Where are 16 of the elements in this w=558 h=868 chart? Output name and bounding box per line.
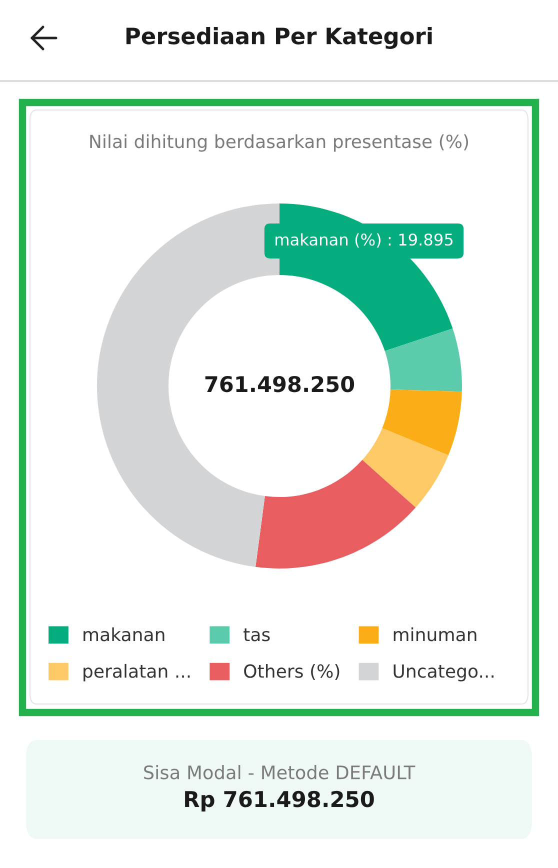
text: Rp 761.498.250 <box>185 790 374 812</box>
legend-label: peralatan ... <box>84 664 190 682</box>
legend-label: Uncatego... <box>394 664 494 682</box>
donut-slice <box>382 389 462 456</box>
legend-label: minuman <box>394 627 476 642</box>
donut-slice <box>256 460 416 568</box>
legend-label: Others (%) <box>244 664 340 680</box>
text: Sisa Modal - Metode DEFAULT <box>144 765 416 780</box>
chart-subtitle: Nilai dihitung berdasarkan presentase (%) <box>90 134 468 152</box>
text: 761.498.250 <box>205 376 354 392</box>
donut-slice <box>384 328 462 392</box>
text: makanan (%) : 19.895 <box>276 233 453 248</box>
legend-label: makanan <box>84 627 164 642</box>
chart-title: Persediaan Per Kategori <box>126 27 432 49</box>
donut-slice <box>362 428 448 508</box>
legend-label: tas <box>244 628 270 642</box>
